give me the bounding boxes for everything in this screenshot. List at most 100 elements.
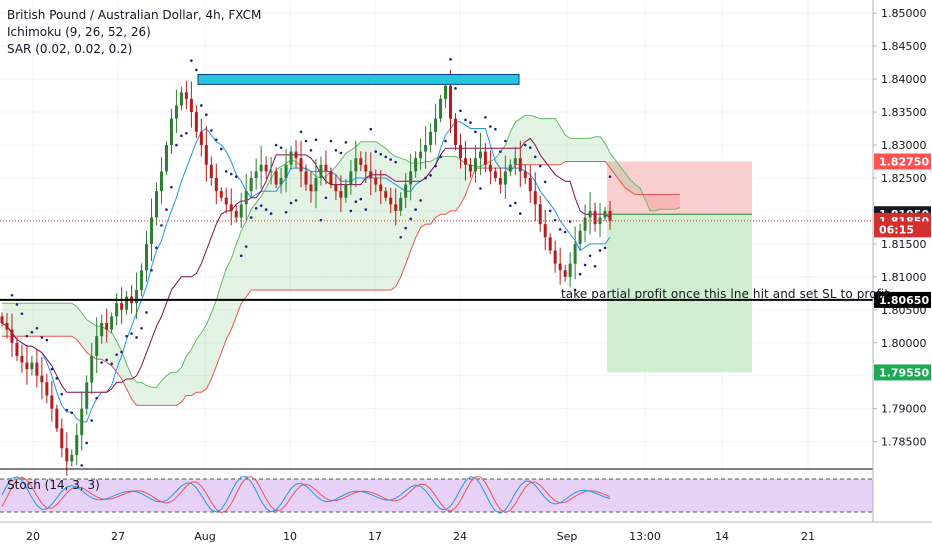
sar-dot — [514, 201, 517, 205]
candle-body — [488, 164, 492, 172]
cloud-segment — [11, 303, 17, 337]
sar-dot — [130, 332, 133, 335]
sar-dot — [249, 216, 253, 219]
sar-dot — [374, 150, 378, 153]
candle-body — [558, 263, 562, 271]
sar-dot — [583, 263, 587, 267]
sar-dot — [479, 187, 482, 190]
cloud-segment — [355, 141, 361, 291]
candle-body — [513, 158, 517, 165]
candle-body — [60, 428, 64, 449]
candle-body — [45, 382, 49, 396]
cloud-segment — [385, 148, 391, 291]
cloud-segment — [331, 166, 337, 291]
cloud-segment — [365, 141, 371, 291]
sar-dot — [404, 226, 407, 230]
sar-dot — [234, 175, 238, 178]
candle-body — [304, 171, 308, 185]
candle-body — [105, 322, 109, 330]
sar-dot — [469, 121, 472, 124]
legend-ichimoku: Ichimoku (9, 26, 52, 26) — [7, 25, 151, 39]
sar-dot — [563, 230, 567, 234]
cloud-segment — [550, 118, 556, 165]
candle-body — [254, 171, 258, 178]
sar-dot — [324, 196, 328, 200]
sar-dot — [489, 125, 492, 128]
candle-body — [429, 131, 433, 146]
sar-dot — [494, 127, 497, 131]
sar-dot — [304, 139, 308, 143]
sar-dot — [573, 288, 577, 292]
cloud-segment — [540, 118, 546, 165]
candle-body — [164, 145, 168, 172]
candlesticks — [0, 69, 612, 476]
sar-dot — [180, 134, 183, 138]
sar-dot — [70, 411, 74, 414]
sar-dot — [359, 197, 363, 201]
y-tick-label: 1.79000 — [881, 403, 927, 416]
candle-body — [10, 329, 14, 343]
y-tick-label: 1.78500 — [881, 436, 927, 449]
sar-dot — [344, 141, 348, 144]
cloud-segment — [196, 332, 202, 393]
price-label-text: 1.80650 — [879, 294, 929, 307]
sar-dot — [434, 164, 437, 168]
cloud-segment — [66, 303, 72, 337]
sar-dot — [244, 245, 248, 248]
cloud-segment — [191, 339, 197, 396]
candle-body — [553, 250, 557, 264]
trade-zones — [607, 161, 752, 373]
sar-dot — [439, 155, 442, 159]
sar-dot — [414, 208, 417, 211]
cloud-segment — [161, 375, 167, 406]
sar-dot — [329, 139, 333, 143]
cloud-segment — [296, 161, 302, 291]
cloud-segment — [156, 380, 162, 406]
candle-body — [334, 184, 338, 192]
y-tick-label: 1.83500 — [881, 106, 927, 119]
cloud-segment — [241, 220, 247, 304]
sar-dot — [30, 330, 34, 334]
sar-dot — [588, 254, 592, 258]
cloud-segment — [605, 143, 611, 169]
cloud-segment — [181, 355, 187, 403]
sar-dot — [523, 143, 527, 147]
x-tick-label: 17 — [368, 530, 382, 543]
candle-body — [344, 184, 348, 198]
sar-dot — [254, 206, 258, 210]
candle-body — [583, 217, 587, 231]
price-label-box — [874, 364, 931, 381]
candle-body — [184, 92, 188, 99]
candle-body — [249, 177, 253, 192]
candle-body — [125, 296, 129, 310]
candle-body — [80, 408, 84, 436]
y-tick-label: 1.81500 — [881, 238, 927, 251]
cloud-segment — [291, 159, 297, 291]
kijun-line — [1, 137, 611, 393]
candle-body — [194, 112, 198, 132]
cloud-segment — [236, 230, 242, 317]
candle-body — [454, 118, 458, 146]
candle-body — [204, 145, 208, 165]
candle-body — [508, 164, 512, 172]
candle-body — [578, 230, 582, 244]
senkou-span-b-line — [2, 161, 680, 406]
cloud-segment — [146, 385, 152, 406]
sar-dot — [593, 264, 597, 268]
sar-dot — [185, 131, 188, 135]
ichimoku-cloud — [2, 115, 680, 406]
sar-dot — [239, 254, 243, 258]
cloud-segment — [435, 156, 441, 218]
candle-body — [30, 362, 34, 370]
sar-dot — [509, 204, 512, 207]
sar-dot — [269, 212, 273, 215]
cloud-segment — [221, 268, 227, 353]
sar-dot — [504, 139, 507, 143]
candle-body — [25, 362, 29, 370]
cloud-segment — [560, 126, 566, 165]
sar-dot — [543, 180, 547, 184]
cloud-segment — [211, 299, 217, 380]
cloud-segment — [206, 313, 212, 389]
legend-sar: SAR (0.02, 0.02, 0.2) — [7, 42, 133, 56]
